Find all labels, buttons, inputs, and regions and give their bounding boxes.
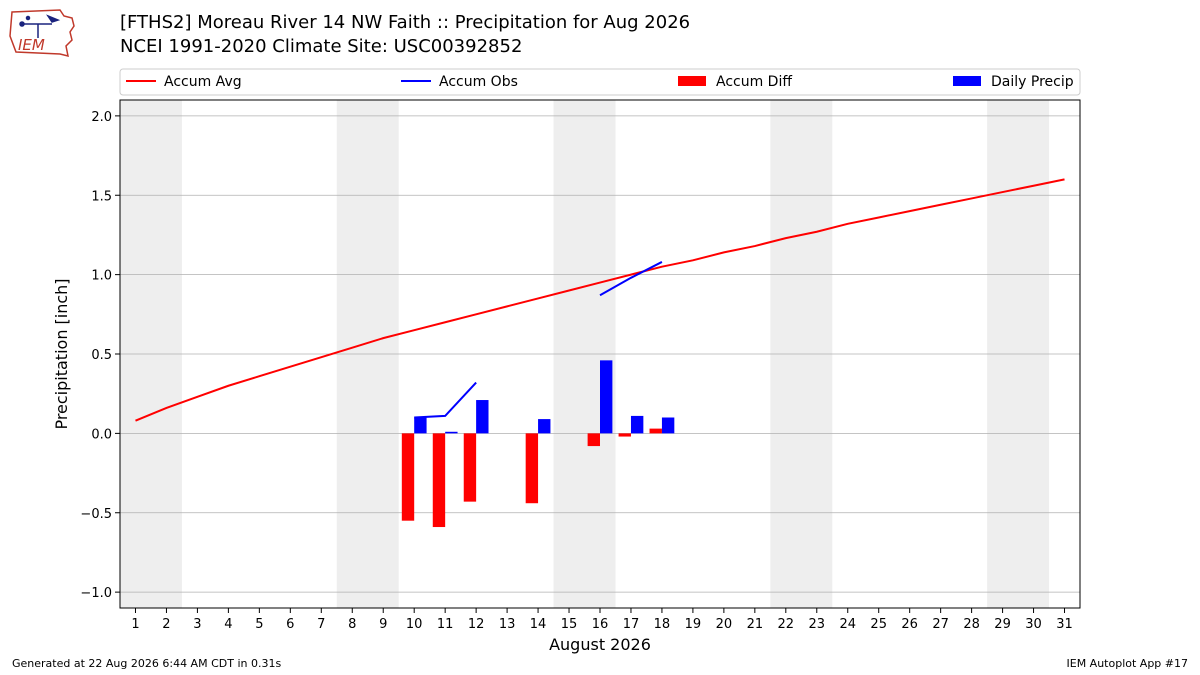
x-tick-label: 28 — [963, 617, 980, 632]
y-tick-label: 0.0 — [91, 427, 112, 442]
x-tick-label: 9 — [379, 617, 387, 632]
accum-diff-bar — [618, 433, 631, 437]
legend-label: Accum Obs — [439, 74, 518, 90]
daily-precip-bar — [476, 400, 489, 434]
x-tick-label: 25 — [870, 617, 887, 632]
x-axis-label: August 2026 — [549, 635, 651, 654]
x-tick-label: 12 — [468, 617, 485, 632]
weekend-band — [336, 100, 399, 608]
bars-layer — [401, 360, 675, 528]
x-tick-label: 24 — [839, 617, 856, 632]
app-label: IEM Autoplot App #17 — [1066, 657, 1189, 670]
logo-text: IEM — [18, 36, 45, 54]
weekend-band — [553, 100, 616, 608]
accum-diff-bar — [401, 433, 415, 521]
y-tick-label: −1.0 — [80, 586, 112, 601]
x-tick-label: 7 — [317, 617, 325, 632]
chart-subtitle: NCEI 1991-2020 Climate Site: USC00392852 — [120, 36, 523, 57]
weekend-band — [987, 100, 1050, 608]
lines-layer — [135, 178, 1065, 422]
x-tick-label: 17 — [623, 617, 640, 632]
accum-diff-bar — [525, 433, 539, 504]
x-tick-label: 16 — [592, 617, 609, 632]
legend-swatch — [953, 76, 981, 86]
daily-precip-bar — [630, 415, 644, 434]
weekend-band — [770, 100, 833, 608]
daily-precip-bar — [538, 419, 551, 434]
x-tick-label: 6 — [286, 617, 294, 632]
y-axis-label: Precipitation [inch] — [52, 278, 71, 429]
accum-obs-line — [414, 381, 477, 419]
x-tick-label: 8 — [348, 617, 356, 632]
iem-logo: IEM — [9, 9, 75, 58]
grid-lines — [120, 115, 1080, 593]
legend-label: Accum Avg — [164, 74, 242, 90]
x-tick-label: 23 — [809, 617, 826, 632]
legend: Accum Avg Accum Obs Accum Diff Daily Precip — [119, 68, 1081, 96]
x-tick-label: 20 — [716, 617, 733, 632]
daily-precip-bar — [600, 360, 613, 434]
x-tick-label: 27 — [932, 617, 949, 632]
daily-precip-bar — [445, 431, 458, 434]
x-tick-label: 10 — [406, 617, 423, 632]
x-tick-label: 14 — [530, 617, 547, 632]
accum-diff-bar — [649, 428, 662, 434]
legend-frame — [119, 68, 1081, 96]
y-tick-label: 2.0 — [91, 110, 112, 125]
y-axis: −1.0 −0.5 0.0 0.5 1.0 1.5 2.0 — [80, 110, 120, 601]
plot-frame — [119, 99, 1081, 609]
daily-precip-bar — [661, 417, 675, 434]
x-tick-label: 1 — [131, 617, 139, 632]
generated-timestamp: Generated at 22 Aug 2026 6:44 AM CDT in … — [12, 657, 282, 670]
x-tick-label: 3 — [193, 617, 201, 632]
y-tick-label: 1.5 — [91, 189, 112, 204]
x-axis: 1 2 3 4 5 6 7 8 9 10 11 12 13 14 15 16 17 18 19 20 21 22 23 24 2… — [131, 608, 1073, 632]
x-tick-label: 31 — [1056, 617, 1073, 632]
accum-avg-line — [135, 178, 1065, 422]
y-tick-label: 0.5 — [91, 348, 112, 363]
x-tick-label: 13 — [499, 617, 516, 632]
weekend-shading — [120, 100, 1050, 608]
weekend-band — [120, 100, 182, 608]
x-tick-label: 4 — [224, 617, 232, 632]
x-tick-label: 19 — [685, 617, 702, 632]
x-tick-label: 15 — [561, 617, 578, 632]
legend-swatch — [678, 76, 706, 86]
weather-vane-icon — [19, 14, 61, 38]
daily-precip-bar — [414, 417, 427, 434]
x-tick-label: 5 — [255, 617, 263, 632]
x-tick-label: 30 — [1025, 617, 1042, 632]
x-tick-label: 2 — [162, 617, 170, 632]
y-tick-label: −0.5 — [80, 507, 112, 522]
accum-diff-bar — [463, 433, 477, 502]
y-tick-label: 1.0 — [91, 269, 112, 284]
x-tick-label: 22 — [778, 617, 795, 632]
accum-diff-bar — [432, 433, 446, 528]
chart-title: [FTHS2] Moreau River 14 NW Faith :: Prec… — [120, 12, 691, 33]
legend-label: Accum Diff — [716, 74, 792, 90]
x-tick-label: 29 — [994, 617, 1011, 632]
accum-obs-line — [599, 261, 663, 297]
legend-label: Daily Precip — [991, 74, 1074, 90]
accum-diff-bar — [587, 433, 600, 447]
x-tick-label: 11 — [437, 617, 454, 632]
x-tick-label: 18 — [654, 617, 671, 632]
x-tick-label: 21 — [747, 617, 764, 632]
x-tick-label: 26 — [901, 617, 918, 632]
